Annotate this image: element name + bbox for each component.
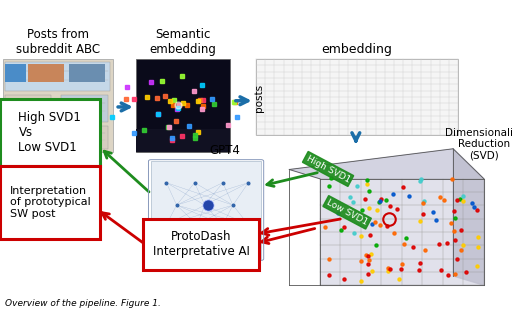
Text: High SVD1: High SVD1 bbox=[305, 154, 351, 184]
Text: Low SVD1: Low SVD1 bbox=[325, 198, 369, 227]
Text: Dimensionality
Reduction
(SVD): Dimensionality Reduction (SVD) bbox=[445, 127, 512, 161]
Text: embedding: embedding bbox=[322, 43, 393, 56]
Text: Posts from
subreddit ABC: Posts from subreddit ABC bbox=[15, 28, 100, 56]
FancyBboxPatch shape bbox=[0, 99, 100, 166]
Text: Overview of the pipeline. Figure 1.: Overview of the pipeline. Figure 1. bbox=[5, 299, 161, 308]
FancyBboxPatch shape bbox=[5, 64, 26, 82]
Polygon shape bbox=[320, 179, 484, 285]
Text: Semantic
embedding: Semantic embedding bbox=[150, 28, 217, 56]
FancyBboxPatch shape bbox=[28, 64, 64, 82]
Polygon shape bbox=[453, 149, 484, 285]
FancyBboxPatch shape bbox=[0, 166, 100, 239]
FancyBboxPatch shape bbox=[151, 161, 261, 259]
FancyBboxPatch shape bbox=[69, 64, 105, 82]
FancyBboxPatch shape bbox=[143, 219, 259, 270]
Text: High SVD1
Vs
Low SVD1: High SVD1 Vs Low SVD1 bbox=[18, 111, 81, 154]
FancyBboxPatch shape bbox=[61, 95, 108, 122]
Polygon shape bbox=[289, 149, 484, 179]
FancyBboxPatch shape bbox=[5, 62, 110, 91]
FancyBboxPatch shape bbox=[5, 95, 51, 122]
Text: ProtoDash
Interpretative AI: ProtoDash Interpretative AI bbox=[153, 230, 249, 258]
FancyBboxPatch shape bbox=[5, 126, 67, 149]
FancyBboxPatch shape bbox=[256, 59, 458, 135]
FancyBboxPatch shape bbox=[72, 126, 108, 149]
FancyBboxPatch shape bbox=[136, 59, 230, 152]
FancyBboxPatch shape bbox=[136, 129, 230, 152]
Text: Interpretation
of prototypical
SW post: Interpretation of prototypical SW post bbox=[10, 186, 90, 219]
Text: posts: posts bbox=[253, 84, 264, 112]
Text: GPT4: GPT4 bbox=[210, 144, 241, 157]
FancyBboxPatch shape bbox=[3, 59, 113, 152]
